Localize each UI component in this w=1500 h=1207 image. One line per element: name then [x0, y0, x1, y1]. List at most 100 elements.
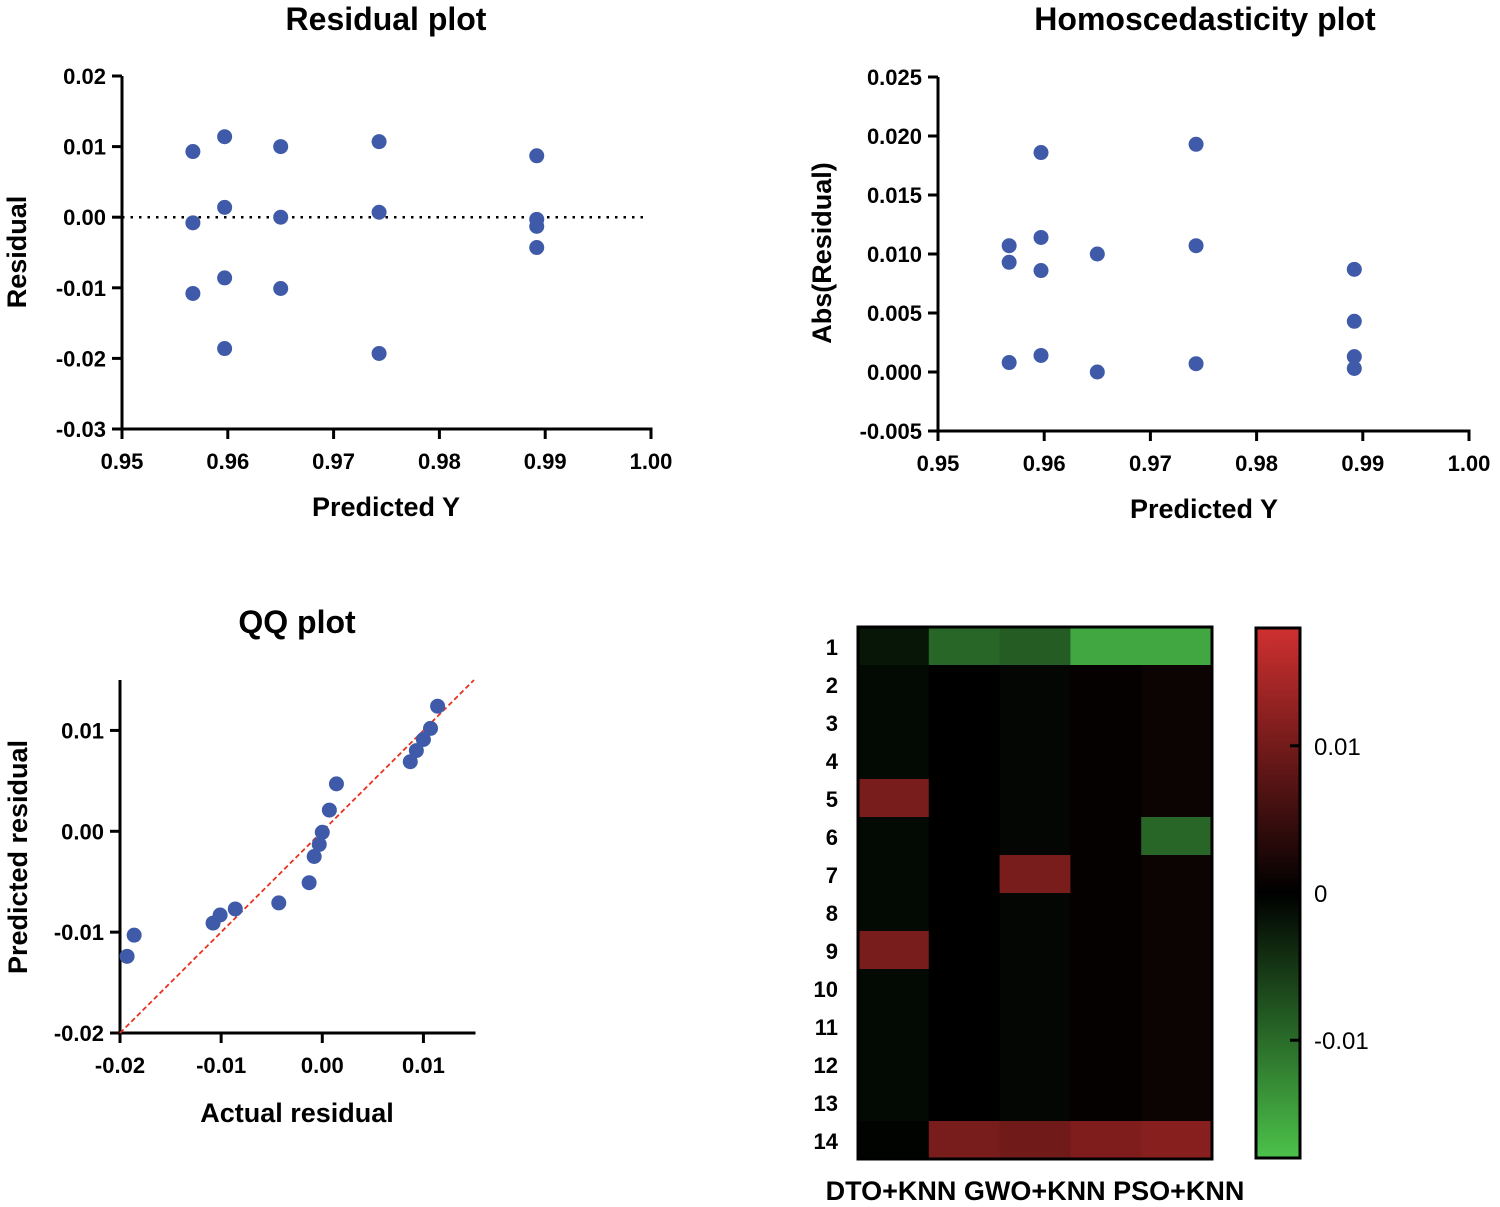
residual-point — [529, 240, 545, 256]
heatmap-cell — [1141, 1083, 1213, 1122]
qq-point — [311, 836, 327, 852]
heatmap-cell — [1070, 1007, 1142, 1046]
residual-point — [185, 215, 201, 231]
qq-point — [321, 802, 337, 818]
heatmap-row-label: 6 — [826, 825, 838, 850]
heatmap-cell — [858, 969, 930, 1008]
qq-point — [314, 824, 330, 840]
heatmap-cell — [858, 931, 930, 970]
heatmap-cell — [928, 665, 1001, 704]
residual-y-tick-label: -0.02 — [56, 346, 106, 371]
residual-point — [371, 204, 387, 220]
residual-point — [273, 281, 289, 297]
qq-plot: QQ plot Actual residual Predicted residu… — [3, 604, 476, 1128]
homoscedasticity-point — [1346, 261, 1362, 277]
heatmap-cell — [999, 893, 1071, 932]
heatmap-cell — [999, 969, 1071, 1008]
heatmap-cell — [928, 855, 1001, 894]
heatmap-cell — [928, 741, 1001, 780]
heatmap-cell — [999, 817, 1071, 856]
homoscedasticity-y-tick-label: 0.015 — [867, 183, 922, 208]
qq-y-tick-label: -0.01 — [54, 920, 104, 945]
heatmap-row-label: 9 — [826, 939, 838, 964]
heatmap-cell — [858, 741, 930, 780]
heatmap-cell — [928, 779, 1001, 818]
qq-point — [402, 754, 418, 770]
heatmap-cell — [928, 1121, 1001, 1160]
heatmap-cell — [928, 627, 1001, 666]
heatmap-cell — [1070, 665, 1142, 704]
homoscedasticity-plot-xlabel: Predicted Y — [1130, 494, 1278, 524]
homoscedasticity-plot-title: Homoscedasticity plot — [1034, 1, 1376, 37]
heatmap-plot: DTO+KNN GWO+KNN PSO+KNN 1234567891011121… — [814, 625, 1369, 1206]
residual-plot: Residual plot Predicted Y Residual 0.95 0… — [2, 1, 672, 522]
homoscedasticity-x-tick-label: 1.00 — [1448, 451, 1491, 476]
heatmap-cell — [1070, 741, 1142, 780]
homoscedasticity-y-tick-label: 0.005 — [867, 301, 922, 326]
heatmap-cell — [999, 741, 1071, 780]
homoscedasticity-x-tick-label: 0.98 — [1235, 451, 1278, 476]
heatmap-cell — [1070, 1083, 1142, 1122]
heatmap-cell — [1141, 779, 1213, 818]
residual-y-tick-label: -0.01 — [56, 276, 106, 301]
heatmap-cell — [928, 1083, 1001, 1122]
heatmap-cell — [1070, 817, 1142, 856]
heatmap-cell — [999, 703, 1071, 742]
qq-point — [328, 776, 344, 792]
heatmap-cell — [999, 627, 1071, 666]
homoscedasticity-point — [1188, 136, 1204, 152]
heatmap-cell — [1070, 893, 1142, 932]
homoscedasticity-x-tick-label: 0.96 — [1023, 451, 1066, 476]
heatmap-cell — [858, 1045, 930, 1084]
colorbar-tick-label: 0 — [1314, 881, 1327, 908]
heatmap-cell — [858, 1121, 930, 1160]
heatmap-cell — [1141, 893, 1213, 932]
homoscedasticity-x-tick-label: 0.97 — [1129, 451, 1172, 476]
qq-point — [306, 849, 322, 864]
heatmap-column-labels: DTO+KNN GWO+KNN PSO+KNN — [826, 1176, 1245, 1206]
heatmap-cell — [999, 1007, 1071, 1046]
homoscedasticity-point — [1033, 145, 1049, 161]
heatmap-cell — [1070, 931, 1142, 970]
qq-point — [423, 720, 439, 736]
residual-point — [371, 345, 387, 361]
residual-plot-title: Residual plot — [286, 1, 487, 37]
heatmap-cell — [858, 779, 930, 818]
heatmap-cell — [858, 627, 930, 666]
heatmap-cell — [1070, 1121, 1142, 1160]
homoscedasticity-y-tick-label: 0.010 — [867, 242, 922, 267]
homoscedasticity-point — [1033, 347, 1049, 363]
heatmap-cell — [1141, 931, 1213, 970]
homoscedasticity-plot-ylabel: Abs(Residual) — [807, 162, 837, 344]
qq-x-tick-label: 0.00 — [301, 1053, 344, 1078]
heatmap-row-label: 5 — [826, 787, 838, 812]
heatmap-row-label: 14 — [814, 1129, 839, 1154]
residual-point — [529, 218, 545, 234]
homoscedasticity-y-tick-label: 0.025 — [867, 65, 922, 90]
residual-y-tick-label: -0.03 — [56, 417, 106, 442]
qq-plot-ylabel: Predicted residual — [3, 740, 33, 974]
homoscedasticity-point — [1089, 364, 1105, 380]
homoscedasticity-point — [1346, 349, 1362, 365]
heatmap-cell — [858, 703, 930, 742]
residual-x-tick-label: 0.98 — [418, 449, 461, 474]
heatmap-cell — [858, 665, 930, 704]
qq-identity-line — [119, 679, 475, 1034]
residual-x-tick-label: 0.99 — [524, 449, 567, 474]
heatmap-cell — [858, 855, 930, 894]
homoscedasticity-y-tick-label: 0.000 — [867, 360, 922, 385]
heatmap-cell — [1141, 627, 1213, 666]
heatmap-cell — [1141, 703, 1213, 742]
heatmap-cell — [928, 1007, 1001, 1046]
homoscedasticity-point — [1033, 263, 1049, 279]
homoscedasticity-point — [1001, 254, 1017, 270]
heatmap-row-label: 10 — [814, 977, 838, 1002]
qq-plot-xlabel: Actual residual — [200, 1098, 394, 1128]
homoscedasticity-plot: Homoscedasticity plot Predicted Y Abs(Re… — [807, 1, 1490, 524]
heatmap-cell — [928, 969, 1001, 1008]
heatmap-cell — [858, 893, 930, 932]
heatmap-cell — [1070, 1045, 1142, 1084]
residual-point — [185, 285, 201, 301]
residual-point — [273, 139, 289, 155]
